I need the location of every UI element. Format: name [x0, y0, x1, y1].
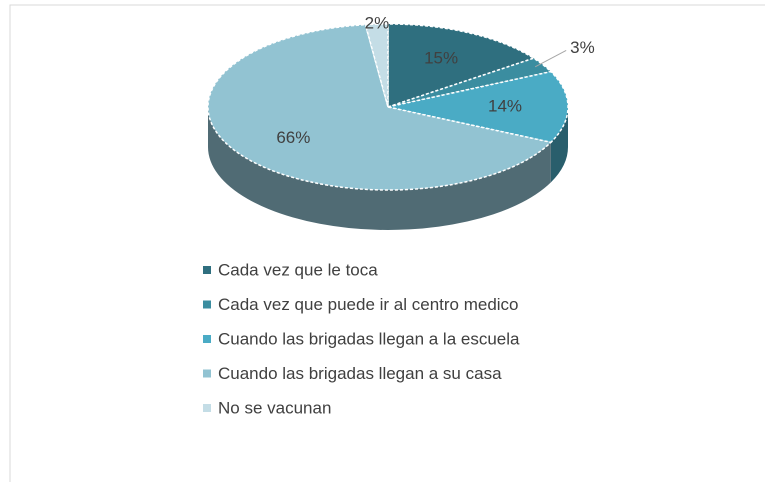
legend: Cada vez que le toca Cada vez que puede i…: [203, 260, 520, 417]
slice: [207, 23, 553, 191]
slice-side: [208, 107, 551, 230]
legend-label: Cada vez que le toca: [218, 260, 378, 279]
slice: [364, 23, 389, 108]
legend-label: Cada vez que puede ir al centro medico: [218, 295, 519, 314]
data-label: 66%: [276, 128, 310, 147]
data-label: 15%: [424, 48, 458, 67]
data-label: 3%: [570, 38, 595, 57]
legend-label: Cuando las brigadas llegan a la escuela: [218, 329, 520, 348]
data-label: 2%: [365, 13, 390, 32]
legend-swatch: [203, 300, 211, 309]
legend-label: Cuando las brigadas llegan a su casa: [218, 364, 502, 383]
leader-line: [534, 49, 567, 68]
legend-swatch: [203, 369, 211, 378]
legend-swatch: [203, 404, 211, 412]
slice: [387, 23, 536, 109]
slice: [387, 70, 569, 144]
legend-label: No se vacunan: [218, 398, 331, 417]
legend-swatch: [203, 335, 211, 343]
data-label: 14%: [488, 96, 522, 115]
legend-swatch: [203, 266, 211, 274]
pie: 15% 3% 14% 66% 2%: [207, 13, 595, 230]
frame: [9, 4, 765, 482]
